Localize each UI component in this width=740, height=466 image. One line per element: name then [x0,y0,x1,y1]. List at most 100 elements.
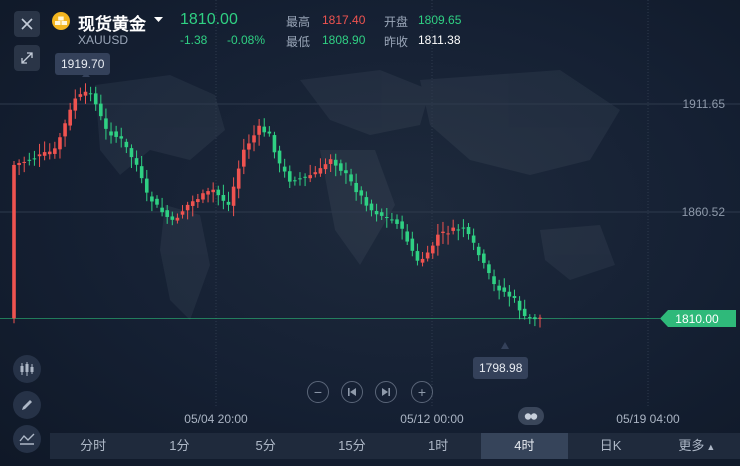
candle-body [405,231,410,242]
tab-timeframe-6[interactable]: 日K [599,438,622,453]
tab-timeframe-2[interactable]: 5分 [255,438,276,453]
candle-body [17,162,21,166]
candle-body [236,168,241,189]
candle-body [456,229,461,231]
expand-button[interactable] [14,45,40,71]
tab-timeframe-5[interactable]: 4时 [481,433,568,459]
candle-body [354,182,358,193]
current-price-tag [660,310,736,327]
candle-body [390,219,394,221]
close-icon [21,18,33,30]
candle-body [333,159,338,166]
candle-body [32,158,37,160]
expand-icon [21,52,33,64]
tab-timeframe-4[interactable]: 1时 [428,438,449,453]
candle-body [420,258,425,263]
min-price-tooltip: 1798.98 [473,357,529,379]
jump-start-button[interactable] [341,381,363,403]
zoom-out-button[interactable]: − [307,381,329,403]
prev-close-label: 昨收 [384,35,409,49]
candle-body [262,126,267,133]
candle-body [190,201,195,206]
candle-body [144,178,149,193]
candle-body [119,136,124,139]
candle-body [522,308,527,317]
high-value: 1817.40 [322,13,366,27]
candle-body [476,246,481,256]
candle-body [533,317,537,320]
candle-body [12,164,16,319]
zoom-in-button[interactable]: + [411,381,433,403]
candle-body [328,159,333,164]
candle-body [512,295,517,299]
pen-icon [22,400,32,410]
candle-body [425,252,430,259]
chart-type-button[interactable] [13,425,41,453]
date-label: 05/12 00:00 [400,412,464,426]
candle-body [124,141,129,148]
indicator-tool-button[interactable] [13,355,41,383]
tab-timeframe-3[interactable]: 15分 [338,438,366,453]
candle-body [364,197,369,206]
candle-body [134,158,139,165]
candle-body [303,176,307,178]
candle-body [185,204,190,211]
instrument-title[interactable]: 现货黄金 [78,15,146,34]
candle-body [430,245,435,254]
caret-down-icon[interactable] [154,17,163,23]
candle-body [466,226,471,235]
line-chart-icon [19,433,35,445]
drag-handle-icon [524,412,538,420]
candle-body [155,198,159,205]
candlestick-icon [20,362,34,376]
low-value: 1808.90 [322,33,366,47]
candle-body [451,227,455,231]
current-price-tag-label: 1810.00 [675,312,719,326]
price-axis-label: 1911.65 [683,97,726,111]
candle-body [446,233,450,235]
candle-body [22,161,27,163]
prev-close-value: 1811.38 [418,33,461,47]
tab-timeframe-more[interactable]: 更多 ▲ [654,433,740,459]
candle-body [27,159,32,161]
gold-coin-icon [52,12,70,30]
open-value: 1809.65 [418,13,462,27]
candle-body [73,98,78,111]
candle-body [201,193,205,200]
candle-body [42,152,47,156]
candle-body [471,235,476,243]
candle-body [293,180,297,182]
candle-body [395,219,399,224]
high-label: 最高 [286,15,311,29]
scroll-handle[interactable] [518,407,544,425]
candle-body [165,210,170,217]
candle-body [339,163,343,171]
draw-tool-button[interactable] [13,391,41,419]
tab-timeframe-1[interactable]: 1分 [169,438,190,453]
tab-timeframe-0[interactable]: 分时 [80,438,107,453]
grid [0,0,740,408]
candle-body [384,217,389,219]
skip-forward-icon [382,388,390,396]
candle-body [211,189,215,193]
candle-body [441,231,445,234]
jump-end-button[interactable] [375,381,397,403]
candle-body [252,135,256,143]
candle-body [47,151,52,155]
candle-body [109,131,113,136]
candle-body [410,238,415,251]
max-price-tooltip: 1919.70 [55,53,111,75]
price-change: -1.38 [180,33,208,47]
candle-body [492,276,496,285]
candle-body [221,194,226,201]
plus-icon: + [417,384,427,400]
candle-body [415,251,420,261]
close-button[interactable] [14,11,40,37]
candle-body [374,210,379,215]
candle-body [298,178,302,180]
candle-body [63,123,67,137]
candle-body [180,211,185,215]
candle-body [37,154,42,157]
candle-body [267,131,272,134]
candle-body [461,227,466,229]
